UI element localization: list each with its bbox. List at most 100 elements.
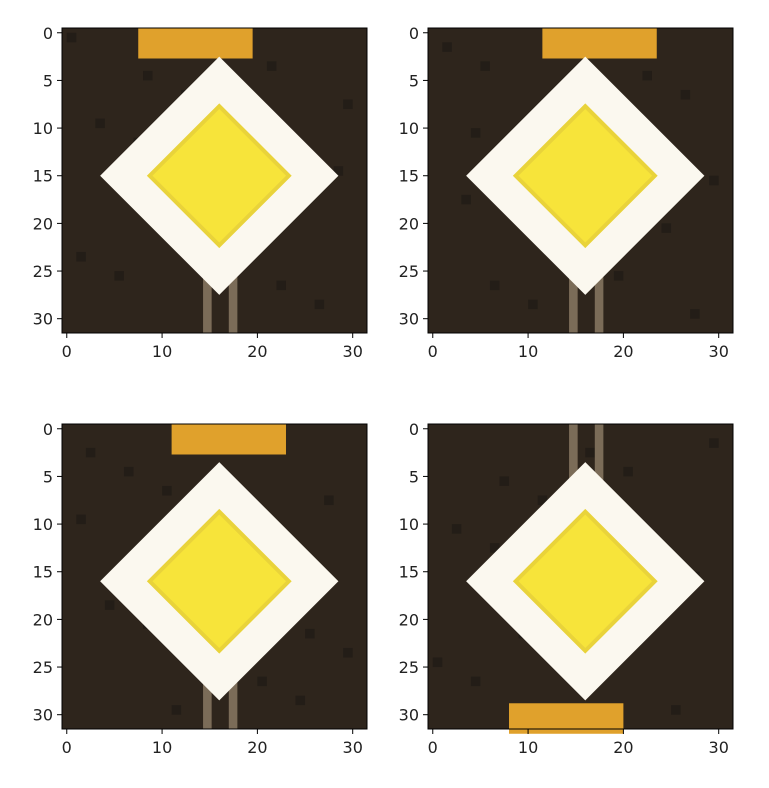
sign-yellow-center [512, 508, 658, 654]
y-tick-label: 0 [409, 420, 419, 439]
axes-frame [427, 27, 734, 334]
noise-pixel [114, 271, 124, 281]
noise-pixel [85, 447, 96, 458]
noise-pixel [642, 70, 652, 81]
axes-frame [427, 423, 734, 730]
y-tick-label: 25 [33, 262, 53, 281]
sign-plate [138, 28, 253, 59]
noise-pixel [613, 271, 624, 281]
noise-pixel [343, 647, 353, 658]
x-tick-label: 20 [247, 738, 267, 757]
y-tick-label: 5 [43, 71, 53, 90]
sign-pole [228, 667, 238, 729]
noise-pixel [95, 118, 105, 129]
x-tick-label: 30 [709, 342, 729, 361]
y-tick-label: 30 [399, 310, 419, 329]
sign-plate [171, 424, 286, 455]
noise-pixel [442, 42, 452, 52]
sign-pole [203, 261, 212, 333]
noise-pixel [461, 194, 471, 205]
sign-yellow-center [146, 103, 292, 249]
noise-pixel [314, 299, 325, 310]
noise-pixel [690, 309, 700, 319]
x-tick-label: 20 [247, 342, 267, 361]
y-tick-label: 20 [399, 610, 419, 629]
sign-pole [594, 261, 604, 333]
noise-pixel [585, 447, 595, 458]
noise-pixel [266, 61, 277, 71]
axes-frame [61, 27, 368, 334]
y-tick-label: 10 [33, 119, 53, 138]
axes-frame [61, 423, 368, 730]
noise-pixel [528, 299, 538, 310]
sign-pole [228, 261, 238, 333]
x-tick-label: 10 [152, 342, 172, 361]
noise-pixel [66, 32, 77, 43]
y-tick-label: 5 [409, 71, 419, 90]
x-tick-label: 0 [62, 342, 72, 361]
y-tick-label: 0 [43, 420, 53, 439]
noise-pixel [295, 695, 306, 706]
x-tick-label: 0 [428, 738, 438, 757]
noise-pixel [305, 628, 315, 639]
noise-pixel [499, 476, 510, 486]
y-tick-label: 20 [33, 610, 53, 629]
y-tick-label: 20 [33, 214, 53, 233]
y-tick-label: 10 [33, 515, 53, 534]
x-tick-label: 10 [518, 342, 538, 361]
noise-pixel [489, 543, 500, 553]
x-tick-label: 20 [613, 342, 633, 361]
noise-pixel [143, 70, 153, 81]
x-tick-label: 30 [343, 738, 363, 757]
noise-pixel [671, 705, 681, 715]
x-tick-label: 20 [613, 738, 633, 757]
y-tick-label: 30 [33, 706, 53, 725]
noise-pixel [709, 438, 719, 448]
x-tick-label: 0 [62, 738, 72, 757]
noise-pixel [680, 89, 691, 100]
noise-pixel [623, 466, 633, 477]
noise-pixel [489, 280, 500, 291]
noise-pixel [451, 524, 462, 534]
sign-plate [542, 28, 657, 59]
sign-pole [569, 424, 578, 496]
x-tick-label: 0 [428, 342, 438, 361]
x-tick-label: 10 [518, 738, 538, 757]
noise-pixel [343, 99, 353, 110]
sign-yellow-center [512, 103, 658, 249]
y-tick-label: 10 [399, 119, 419, 138]
sign-pole [569, 261, 578, 333]
noise-pixel [333, 166, 344, 176]
y-tick-label: 10 [399, 515, 419, 534]
x-tick-label: 10 [152, 738, 172, 757]
y-tick-label: 0 [409, 24, 419, 43]
noise-pixel [432, 657, 443, 668]
image-panel-bottom-left: 0 5 10 15 20 25 30 0 10 20 30 [33, 420, 368, 757]
noise-pixel [257, 676, 267, 687]
sign-pole [203, 667, 212, 729]
image-panel-top-left: 0 5 10 15 20 25 30 0 10 20 30 [33, 24, 368, 361]
image-panel-top-right: 0 5 10 15 20 25 30 0 10 20 30 [399, 24, 734, 361]
sign-pole [594, 424, 604, 496]
y-tick-label: 5 [409, 467, 419, 486]
y-tick-label: 15 [33, 167, 53, 186]
y-tick-label: 25 [399, 262, 419, 281]
noise-pixel [470, 128, 481, 138]
y-tick-label: 25 [33, 658, 53, 677]
image-panel-bottom-right: 0 5 10 15 20 25 30 0 10 20 30 [399, 420, 734, 757]
y-tick-label: 30 [33, 310, 53, 329]
noise-pixel [76, 514, 86, 525]
y-tick-label: 5 [43, 467, 53, 486]
y-tick-label: 20 [399, 214, 419, 233]
y-tick-label: 0 [43, 24, 53, 43]
y-tick-label: 30 [399, 706, 419, 725]
noise-pixel [162, 485, 172, 496]
y-tick-label: 15 [33, 563, 53, 582]
noise-pixel [76, 251, 86, 262]
noise-pixel [104, 600, 115, 610]
noise-pixel [709, 175, 719, 186]
x-tick-label: 30 [343, 342, 363, 361]
noise-pixel [661, 223, 672, 233]
x-tick-label: 30 [709, 738, 729, 757]
